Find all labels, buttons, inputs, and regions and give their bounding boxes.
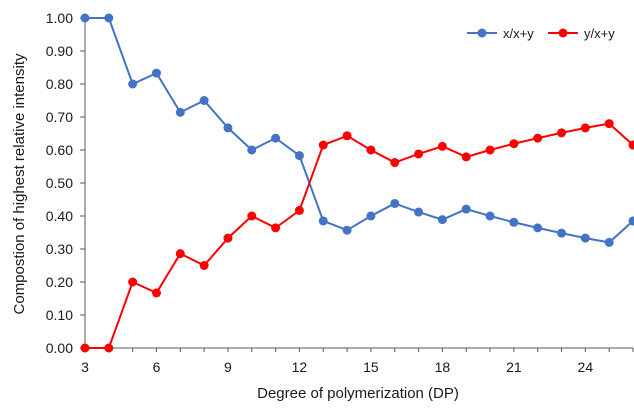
- y-tick-label: 0.00: [46, 340, 73, 356]
- data-point: [438, 215, 447, 224]
- data-point: [557, 128, 566, 137]
- legend-swatch-marker: [559, 29, 568, 38]
- data-point: [462, 152, 471, 161]
- y-axis-title: Compostion of highest relative intensity: [11, 53, 28, 314]
- axes: [85, 18, 633, 348]
- data-point: [509, 218, 518, 227]
- y-tick-label: 0.70: [46, 109, 73, 125]
- legend: x/x+y y/x+y: [467, 26, 615, 41]
- x-tick-label: 24: [578, 359, 594, 375]
- series-1: [81, 14, 634, 247]
- data-point: [295, 151, 304, 160]
- data-point: [319, 141, 328, 150]
- x-tick-label: 6: [153, 359, 161, 375]
- data-point: [414, 208, 423, 217]
- data-point: [343, 131, 352, 140]
- data-point: [176, 108, 185, 117]
- series-2: [81, 119, 634, 352]
- y-tick-label: 0.50: [46, 175, 73, 191]
- data-point: [462, 205, 471, 214]
- x-tick-label: 15: [363, 359, 379, 375]
- x-axis-ticks: 3 6 9 12 15 18 21 24: [81, 348, 633, 375]
- data-point: [295, 206, 304, 215]
- y-axis-ticks: 0.00 0.10 0.20 0.30 0.40 0.50 0.60 0.70 0.80 0.90…: [46, 10, 85, 356]
- data-point: [223, 123, 232, 132]
- data-point: [605, 238, 614, 247]
- data-point: [390, 199, 399, 208]
- y-tick-label: 1.00: [46, 10, 73, 26]
- data-point: [533, 223, 542, 232]
- data-point: [366, 212, 375, 221]
- data-point: [128, 278, 137, 287]
- data-point: [81, 14, 90, 23]
- data-point: [104, 14, 113, 23]
- y-tick-label: 0.20: [46, 274, 73, 290]
- legend-item: x/x+y: [467, 26, 534, 41]
- data-point: [200, 96, 209, 105]
- series-line: [85, 124, 633, 348]
- data-point: [200, 261, 209, 270]
- data-point: [271, 134, 280, 143]
- data-point: [343, 226, 352, 235]
- data-point: [176, 249, 185, 258]
- data-point: [557, 229, 566, 238]
- data-point: [605, 119, 614, 128]
- x-tick-label: 18: [435, 359, 451, 375]
- data-point: [271, 223, 280, 232]
- data-point: [414, 149, 423, 158]
- y-tick-label: 0.60: [46, 142, 73, 158]
- data-point: [81, 344, 90, 353]
- x-tick-label: 9: [224, 359, 232, 375]
- data-point: [104, 344, 113, 353]
- data-point: [486, 212, 495, 221]
- x-axis-title: Degree of polymerization (DP): [257, 385, 459, 402]
- data-point: [533, 134, 542, 143]
- data-point: [581, 234, 590, 243]
- x-tick-label: 21: [506, 359, 522, 375]
- y-tick-label: 0.80: [46, 76, 73, 92]
- data-point: [128, 80, 137, 89]
- data-point: [247, 146, 256, 155]
- data-point: [319, 216, 328, 225]
- y-tick-label: 0.10: [46, 307, 73, 323]
- data-point: [438, 142, 447, 151]
- x-tick-label: 3: [81, 359, 89, 375]
- data-point: [581, 123, 590, 132]
- data-point: [223, 234, 232, 243]
- data-point: [509, 139, 518, 148]
- series-lines: [81, 14, 634, 353]
- legend-item: y/x+y: [548, 26, 615, 41]
- data-point: [152, 69, 161, 78]
- legend-label: x/x+y: [503, 26, 534, 41]
- data-point: [152, 288, 161, 297]
- data-point: [486, 146, 495, 155]
- x-tick-label: 12: [292, 359, 308, 375]
- legend-label: y/x+y: [584, 26, 615, 41]
- series-line: [85, 18, 633, 242]
- legend-swatch-marker: [478, 29, 487, 38]
- y-tick-label: 0.90: [46, 43, 73, 59]
- data-point: [366, 146, 375, 155]
- data-point: [390, 158, 399, 167]
- data-point: [247, 212, 256, 221]
- y-tick-label: 0.30: [46, 241, 73, 257]
- y-tick-label: 0.40: [46, 208, 73, 224]
